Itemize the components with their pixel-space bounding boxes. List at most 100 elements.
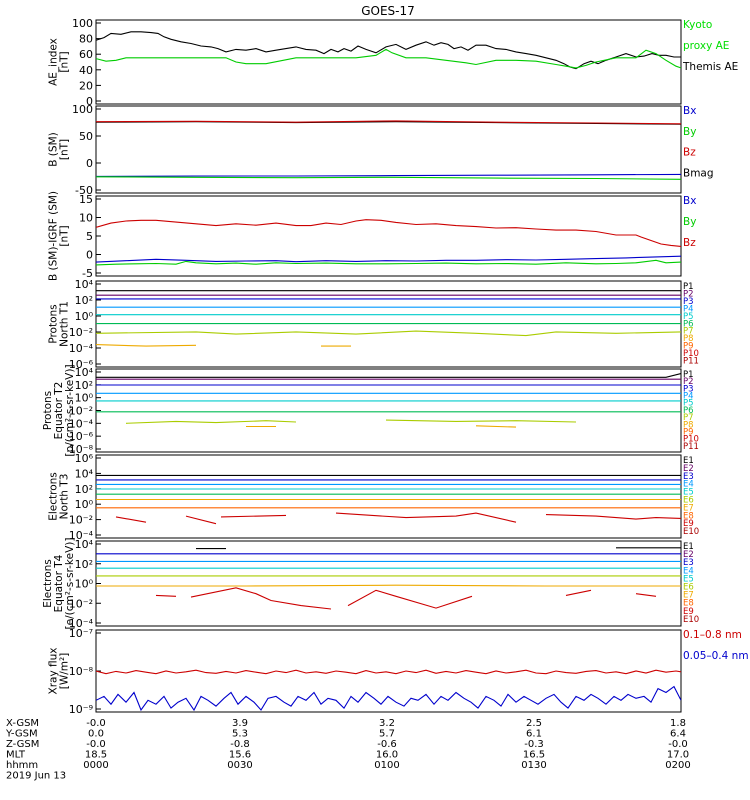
legend-entry: P3 <box>683 384 694 394</box>
footer-value: 18.5 <box>85 750 107 761</box>
footer-value: 0030 <box>227 760 252 771</box>
y-tick-label: 10⁻⁹ <box>69 703 93 716</box>
y-tick-label: 10⁰ <box>75 310 94 323</box>
y-tick-label: -50 <box>75 184 93 197</box>
y-axis-label: [W/m²] <box>59 653 71 690</box>
y-tick-label: 100 <box>72 17 93 30</box>
legend: Bx By Bz Bmag <box>683 105 714 179</box>
footer-value: 5.3 <box>232 729 248 740</box>
series-line <box>96 255 681 263</box>
y-tick-label: 10⁶ <box>75 452 94 465</box>
legend-entry: E1 <box>683 456 694 466</box>
y-tick-label: 10⁴ <box>75 366 94 379</box>
legend-entry: P4 <box>683 304 694 314</box>
figure-title: GOES-17 <box>361 4 415 18</box>
series-group <box>96 31 681 70</box>
panel-frame <box>95 368 682 453</box>
y-tick-label: 10⁰ <box>75 392 94 405</box>
y-axis-label: Equator T4 <box>53 554 65 612</box>
y-axis-label: Electrons <box>42 559 54 608</box>
y-axis-label: Electrons <box>48 472 60 521</box>
series-line <box>565 589 592 596</box>
footer-value: -0.3 <box>524 739 544 750</box>
legend-entry: P10 <box>683 349 699 359</box>
footer-value: 15.6 <box>229 750 251 761</box>
panel-frame <box>95 105 682 194</box>
legend-entry: Bmag <box>683 167 714 179</box>
y-tick-label: 40 <box>79 64 93 77</box>
legend: Bx By Bz <box>683 195 696 249</box>
legend-entry: By <box>683 216 696 228</box>
y-tick-label: 10⁻⁸ <box>69 665 94 678</box>
series-line <box>545 514 681 520</box>
series-line <box>96 48 681 69</box>
series-line <box>155 594 177 597</box>
panel-2: 15 10 5 0 -5 B (SM)-IGRF (SM) [nT] Bx By Bz <box>48 191 697 281</box>
y-tick-label: 10² <box>75 558 93 571</box>
panel-6: 10⁴ 10² 10⁰ 10⁻² 10⁻⁴ Electrons Equator T4 [e/(… <box>42 538 699 630</box>
series-line <box>185 515 217 525</box>
legend-entry: Bz <box>683 147 696 159</box>
y-axis-label: B (SM) <box>48 132 60 166</box>
series-line <box>96 584 681 587</box>
footer-value: -0.0 <box>86 739 106 750</box>
legend-entry: P8 <box>683 420 694 430</box>
series-group <box>96 474 681 525</box>
panel-1: 100 50 0 -50 B (SM) [nT] Bx By Bz Bmag <box>48 103 714 197</box>
legend-entry: 0.1–0.8 nm <box>683 629 742 641</box>
legend-entry: E2 <box>683 550 694 560</box>
legend-entry: E7 <box>683 503 694 513</box>
series-group <box>96 669 681 712</box>
series-line <box>96 31 681 70</box>
legend-entry: Kyoto <box>683 19 712 31</box>
y-axis-label: Equator T2 <box>53 382 65 440</box>
y-tick-label: 15 <box>79 193 93 206</box>
y-tick-label: 10⁻⁶ <box>69 358 94 371</box>
footer-row-label: hhmm <box>6 760 38 771</box>
legend-entry: E5 <box>683 488 694 498</box>
series-line <box>335 512 517 523</box>
y-tick-label: 10⁻⁴ <box>69 342 94 355</box>
series-line <box>96 330 681 337</box>
legend-entry: Bx <box>683 105 696 117</box>
y-axis-label: North T1 <box>59 301 71 347</box>
panel-frame <box>95 454 682 539</box>
y-axis-label: North T3 <box>59 474 71 520</box>
legend-entry: E5 <box>683 574 694 584</box>
footer-value: 16.5 <box>523 750 545 761</box>
legend-entry: P8 <box>683 334 694 344</box>
y-tick-label: 10² <box>75 483 93 496</box>
series-line <box>96 259 681 266</box>
y-tick-label: 10⁻² <box>69 514 93 527</box>
legend-entry: P6 <box>683 406 694 416</box>
y-tick-label: 10⁻² <box>69 597 93 610</box>
series-group <box>96 547 681 610</box>
y-tick-label: 10⁴ <box>75 278 94 291</box>
series-line <box>190 587 332 610</box>
legend-entry: By <box>683 126 696 138</box>
footer-value: 0130 <box>521 760 546 771</box>
legend-entry: P2 <box>683 377 694 387</box>
panel-3: 10⁴ 10² 10⁰ 10⁻² 10⁻⁴ 10⁻⁶ Protons North T1 P1P2… <box>48 278 699 371</box>
legend-entry: E10 <box>683 527 699 537</box>
legend-entry: P6 <box>683 319 694 329</box>
y-axis-label: Protons <box>42 391 54 430</box>
legend-entry: E1 <box>683 542 694 552</box>
legend-entry: E9 <box>683 607 694 617</box>
footer-row-label: Y-GSM <box>5 729 38 740</box>
footer-value: 0.0 <box>88 729 104 740</box>
series-group <box>96 120 681 180</box>
series-line <box>475 425 517 428</box>
legend-entry: P1 <box>683 282 694 292</box>
legend-entry: P5 <box>683 399 694 409</box>
footer-row-label: X-GSM <box>6 718 39 729</box>
legend-entry: P9 <box>683 342 694 352</box>
y-tick-label: 0 <box>86 157 93 170</box>
series-line <box>96 219 681 247</box>
y-tick-label: 10⁻⁷ <box>69 627 93 640</box>
series-line <box>96 176 681 180</box>
